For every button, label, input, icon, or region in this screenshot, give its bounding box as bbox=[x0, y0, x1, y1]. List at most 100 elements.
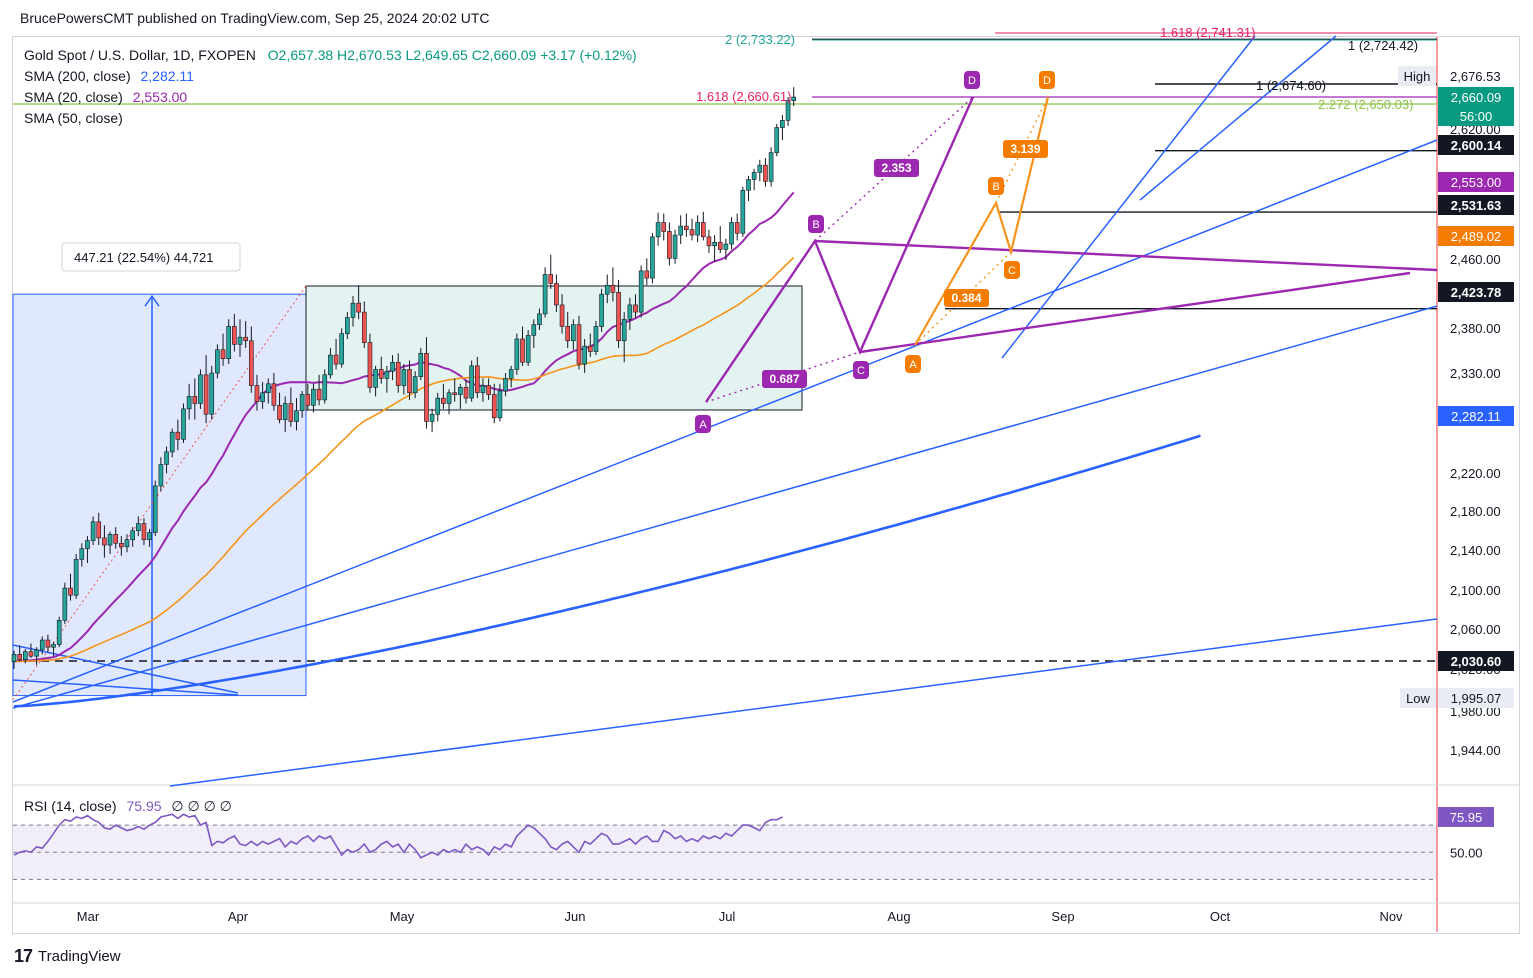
candle-body bbox=[599, 293, 604, 327]
candle-body bbox=[124, 539, 130, 548]
sma50-line bbox=[14, 256, 795, 663]
wedge-line-top bbox=[814, 239, 1438, 272]
legend-sma50-row[interactable]: SMA (50, close) bbox=[24, 108, 637, 129]
harmonic-orange-legs bbox=[914, 96, 1050, 346]
candle-body bbox=[254, 385, 260, 403]
candle-body bbox=[621, 318, 627, 342]
x-tick-label: Jul bbox=[719, 909, 736, 924]
candle-body bbox=[508, 369, 514, 379]
fib-label: 1.618 (2,741.31) bbox=[1160, 25, 1255, 40]
candle-body bbox=[299, 394, 305, 411]
candle-body bbox=[638, 270, 644, 313]
legend-sma20-row[interactable]: SMA (20, close) 2,553.00 bbox=[24, 87, 637, 108]
sma200-value: 2,282.11 bbox=[140, 68, 194, 84]
y-tick-label: 1,944.00 bbox=[1450, 743, 1501, 758]
rsi-legend[interactable]: RSI (14, close) 75.95 ∅ ∅ ∅ ∅ bbox=[24, 798, 232, 815]
wedge-line-bottom bbox=[859, 271, 1411, 354]
candle-body bbox=[723, 243, 729, 250]
candle-body bbox=[407, 369, 412, 394]
harmonic-orange-ratio-ac-text: 0.384 bbox=[951, 291, 981, 305]
candle-body bbox=[576, 324, 582, 365]
candle-body bbox=[655, 222, 661, 238]
fib-label: 1 (2,724.42) bbox=[1348, 38, 1418, 53]
candle-body bbox=[220, 349, 226, 360]
harmonic-purple-point-text: C bbox=[857, 365, 865, 377]
footer-brand[interactable]: 17 TradingView bbox=[14, 946, 121, 967]
candle-body bbox=[378, 369, 384, 379]
legend-symbol-row: Gold Spot / U.S. Dollar, 1D, FXOPEN O2,6… bbox=[24, 45, 637, 66]
harmonic-orange-point-text: C bbox=[1008, 265, 1016, 277]
price-label-bg bbox=[1438, 226, 1514, 246]
harmonic-purple-legs bbox=[705, 96, 975, 403]
harmonic-orange-point-text: B bbox=[992, 181, 999, 193]
harmonic-orange-ratio-ac: 0.384 bbox=[944, 289, 989, 307]
measure-box bbox=[12, 293, 307, 697]
candle-body bbox=[51, 644, 56, 648]
candle-body bbox=[361, 311, 367, 343]
candle-body bbox=[175, 431, 181, 440]
candle-body bbox=[186, 396, 192, 410]
price-label-text: 1,995.07 bbox=[1451, 691, 1502, 706]
harmonic-orange-point-text: D bbox=[1043, 75, 1051, 87]
fib-label: 2 (2,733.22) bbox=[725, 32, 795, 47]
price-label-text: 2,030.60 bbox=[1451, 654, 1502, 669]
candle-body bbox=[96, 521, 102, 539]
harmonic-purple-ratio-bd-bg bbox=[874, 159, 919, 177]
price-label-level: 2,531.63 bbox=[1438, 195, 1514, 215]
candle-body bbox=[582, 345, 587, 365]
price-label-bg bbox=[1438, 282, 1514, 302]
candle-body bbox=[130, 530, 135, 540]
symbol-title: Gold Spot / U.S. Dollar, 1D, FXOPEN bbox=[24, 47, 256, 63]
y-tick-label: 2,676.53 bbox=[1450, 69, 1501, 84]
candle-body bbox=[62, 587, 68, 621]
candle-body bbox=[373, 369, 378, 388]
y-tick-label: 2,060.00 bbox=[1450, 622, 1501, 637]
fib-label: 1.618 (2,660.61) bbox=[696, 89, 791, 104]
ohlc-values: O2,657.38 H2,670.53 L2,649.65 C2,660.09 … bbox=[267, 47, 637, 63]
chart-legend: Gold Spot / U.S. Dollar, 1D, FXOPEN O2,6… bbox=[24, 45, 637, 129]
candle-body bbox=[11, 654, 17, 662]
candle-body bbox=[203, 374, 209, 415]
candle-body bbox=[514, 338, 520, 370]
price-label-text: 2,423.78 bbox=[1451, 285, 1502, 300]
candle-body bbox=[209, 372, 215, 415]
price-label-last_price: 2,660.09 bbox=[1438, 87, 1514, 107]
candle-body bbox=[68, 587, 73, 596]
x-tick-label: Apr bbox=[228, 909, 249, 924]
measure-label: 447.21 (22.54%) 44,721 bbox=[61, 242, 241, 272]
price-label-text: 2,553.00 bbox=[1451, 175, 1502, 190]
price-label-bg bbox=[1438, 688, 1514, 708]
harmonic-purple-ratio-ac-bg bbox=[762, 370, 807, 388]
candle-body bbox=[537, 313, 542, 325]
price-label-note: 1,995.07 bbox=[1438, 688, 1514, 708]
candle-body bbox=[107, 534, 113, 546]
harmonic-purple-ratio-ac: 0.687 bbox=[762, 370, 807, 388]
candle-body bbox=[548, 274, 554, 284]
candle-body bbox=[571, 324, 576, 342]
candle-body bbox=[633, 304, 638, 313]
header-bar: BrucePowersCMT published on TradingView.… bbox=[0, 0, 1533, 36]
candle-body bbox=[740, 189, 746, 234]
legend-sma200-row[interactable]: SMA (200, close) 2,282.11 bbox=[24, 66, 637, 87]
y-tick-label: 2,380.00 bbox=[1450, 321, 1501, 336]
harmonic-purple-point: B bbox=[808, 215, 824, 233]
measure-label-box bbox=[61, 242, 241, 272]
price-label-bg bbox=[1438, 195, 1514, 215]
candle-body bbox=[774, 127, 780, 153]
candle-body bbox=[678, 225, 684, 236]
candle-body bbox=[593, 326, 599, 352]
price-label-sma20: 2,553.00 bbox=[1438, 172, 1514, 192]
price-label-text: 2,282.11 bbox=[1451, 409, 1501, 424]
candle-body bbox=[441, 397, 446, 404]
candle-body bbox=[22, 651, 28, 661]
rsi-last-text: 75.95 bbox=[1450, 810, 1483, 825]
candle-body bbox=[147, 532, 152, 540]
candle-body bbox=[85, 540, 90, 549]
candle-body bbox=[706, 236, 712, 247]
harmonic-orange-ratio-bd: 3.139 bbox=[1003, 140, 1048, 158]
candle-body bbox=[480, 385, 486, 394]
candle-body bbox=[418, 353, 424, 377]
candle-body bbox=[73, 559, 79, 596]
candle-body bbox=[169, 431, 175, 453]
